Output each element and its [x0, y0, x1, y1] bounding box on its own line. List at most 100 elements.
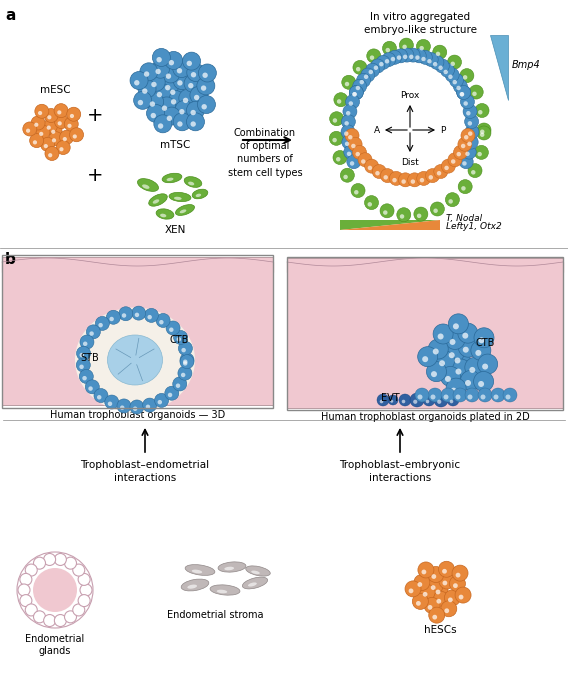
Circle shape: [436, 51, 440, 56]
Circle shape: [462, 161, 467, 166]
Circle shape: [197, 77, 215, 95]
Circle shape: [23, 122, 37, 136]
Circle shape: [89, 332, 94, 336]
Circle shape: [431, 371, 437, 377]
Circle shape: [448, 75, 453, 79]
Circle shape: [333, 151, 347, 164]
Circle shape: [415, 388, 429, 402]
Circle shape: [45, 147, 59, 160]
Circle shape: [48, 123, 62, 137]
Circle shape: [469, 367, 475, 373]
Circle shape: [445, 376, 451, 382]
Circle shape: [419, 46, 424, 51]
Circle shape: [25, 564, 37, 576]
Bar: [287, 257, 563, 410]
Circle shape: [336, 157, 340, 162]
Circle shape: [411, 179, 415, 184]
Circle shape: [436, 590, 440, 595]
Circle shape: [408, 173, 421, 187]
Circle shape: [433, 208, 438, 213]
Circle shape: [180, 355, 194, 369]
Circle shape: [80, 584, 92, 596]
Circle shape: [183, 360, 187, 364]
Circle shape: [433, 45, 447, 59]
Circle shape: [433, 62, 437, 66]
Circle shape: [333, 119, 337, 123]
Text: Trophoblast–endometrial
interactions: Trophoblast–endometrial interactions: [81, 460, 210, 483]
Circle shape: [166, 81, 184, 99]
Circle shape: [190, 110, 196, 115]
Circle shape: [83, 342, 87, 346]
Circle shape: [55, 114, 68, 129]
Circle shape: [182, 52, 201, 70]
Circle shape: [108, 401, 112, 406]
Circle shape: [174, 330, 187, 345]
Circle shape: [469, 85, 483, 99]
Circle shape: [88, 386, 93, 391]
Circle shape: [432, 574, 436, 579]
Circle shape: [421, 57, 426, 62]
Circle shape: [337, 99, 341, 103]
Circle shape: [460, 68, 474, 83]
Circle shape: [346, 111, 350, 116]
Circle shape: [481, 395, 486, 399]
Circle shape: [154, 393, 169, 408]
Circle shape: [17, 552, 93, 628]
Circle shape: [433, 324, 453, 344]
Circle shape: [332, 138, 337, 142]
Circle shape: [428, 605, 432, 610]
Circle shape: [80, 369, 93, 384]
Circle shape: [453, 583, 458, 588]
Circle shape: [173, 377, 187, 391]
Circle shape: [34, 123, 39, 127]
Circle shape: [158, 97, 176, 115]
Circle shape: [456, 369, 461, 375]
Circle shape: [51, 129, 55, 134]
Circle shape: [448, 199, 453, 203]
Circle shape: [119, 307, 133, 321]
Circle shape: [409, 55, 414, 59]
Circle shape: [455, 587, 471, 603]
Circle shape: [344, 145, 358, 159]
Circle shape: [353, 60, 367, 75]
Circle shape: [105, 395, 119, 409]
Circle shape: [429, 607, 445, 623]
Circle shape: [178, 341, 193, 356]
Circle shape: [494, 395, 499, 399]
Circle shape: [358, 153, 372, 166]
Circle shape: [345, 95, 360, 109]
Circle shape: [134, 80, 140, 86]
Circle shape: [450, 388, 457, 394]
Text: +: +: [87, 105, 103, 125]
Circle shape: [439, 360, 445, 366]
Polygon shape: [340, 220, 440, 230]
Ellipse shape: [153, 199, 159, 203]
Circle shape: [133, 406, 137, 411]
Circle shape: [381, 169, 394, 183]
Circle shape: [460, 92, 464, 97]
Circle shape: [419, 584, 435, 600]
Circle shape: [413, 399, 417, 404]
Circle shape: [147, 104, 165, 123]
Circle shape: [424, 597, 440, 613]
Text: +: +: [87, 166, 103, 184]
Circle shape: [20, 573, 32, 586]
Circle shape: [177, 121, 182, 127]
Circle shape: [356, 152, 360, 156]
Circle shape: [156, 68, 161, 74]
Circle shape: [448, 55, 461, 69]
Circle shape: [80, 364, 84, 369]
Circle shape: [73, 604, 85, 616]
Circle shape: [467, 142, 471, 146]
Circle shape: [191, 72, 196, 77]
Circle shape: [80, 353, 84, 358]
Circle shape: [153, 84, 170, 101]
Circle shape: [183, 98, 188, 103]
Circle shape: [342, 75, 356, 89]
Circle shape: [177, 80, 182, 86]
Text: EVT: EVT: [381, 393, 400, 403]
Circle shape: [375, 171, 379, 175]
Circle shape: [491, 388, 505, 402]
Circle shape: [171, 99, 176, 105]
Circle shape: [47, 125, 51, 129]
